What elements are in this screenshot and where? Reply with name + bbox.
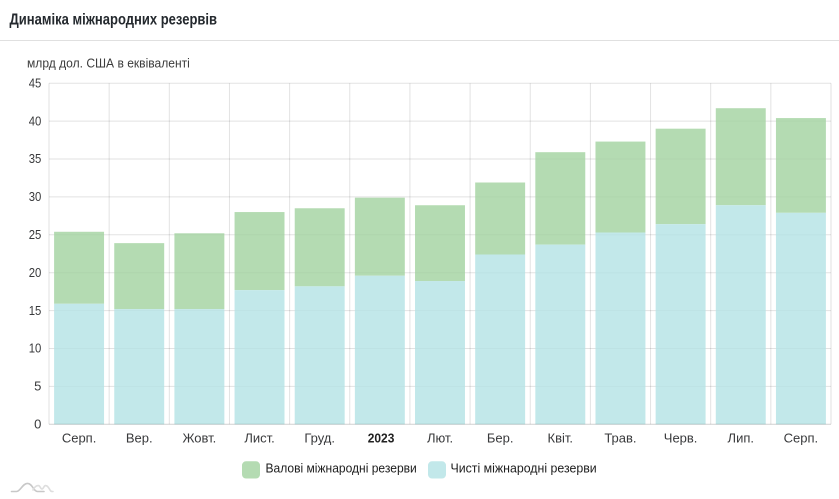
svg-text:Чисті міжнародні резерви: Чисті міжнародні резерви [451,460,597,475]
svg-text:млрд дол. США в еквіваленті: млрд дол. США в еквіваленті [27,56,190,71]
svg-text:40: 40 [29,113,42,128]
svg-text:Бер.: Бер. [487,431,514,446]
svg-text:Валові міжнародні резерви: Валові міжнародні резерви [266,460,417,475]
svg-text:Груд.: Груд. [304,431,335,446]
svg-text:Лип.: Лип. [728,431,754,446]
svg-text:Серп.: Серп. [784,431,819,446]
svg-text:Лист.: Лист. [244,431,274,446]
svg-text:Жовт.: Жовт. [182,431,216,446]
svg-text:20: 20 [29,265,42,280]
svg-text:10: 10 [29,341,42,356]
svg-text:0: 0 [34,417,41,432]
svg-text:Лют.: Лют. [427,431,453,446]
svg-text:Трав.: Трав. [604,431,636,446]
svg-text:Серп.: Серп. [62,431,97,446]
svg-text:15: 15 [29,303,42,318]
svg-text:Вер.: Вер. [126,431,153,446]
svg-text:2023: 2023 [368,431,395,446]
svg-text:35: 35 [29,151,42,166]
svg-text:Черв.: Черв. [664,431,698,446]
svg-text:30: 30 [29,189,42,204]
svg-text:Квіт.: Квіт. [548,431,574,446]
svg-text:45: 45 [29,75,42,90]
svg-text:25: 25 [29,227,42,242]
svg-text:Динаміка міжнародних резервів: Динаміка міжнародних резервів [10,12,218,29]
svg-text:5: 5 [34,379,41,394]
